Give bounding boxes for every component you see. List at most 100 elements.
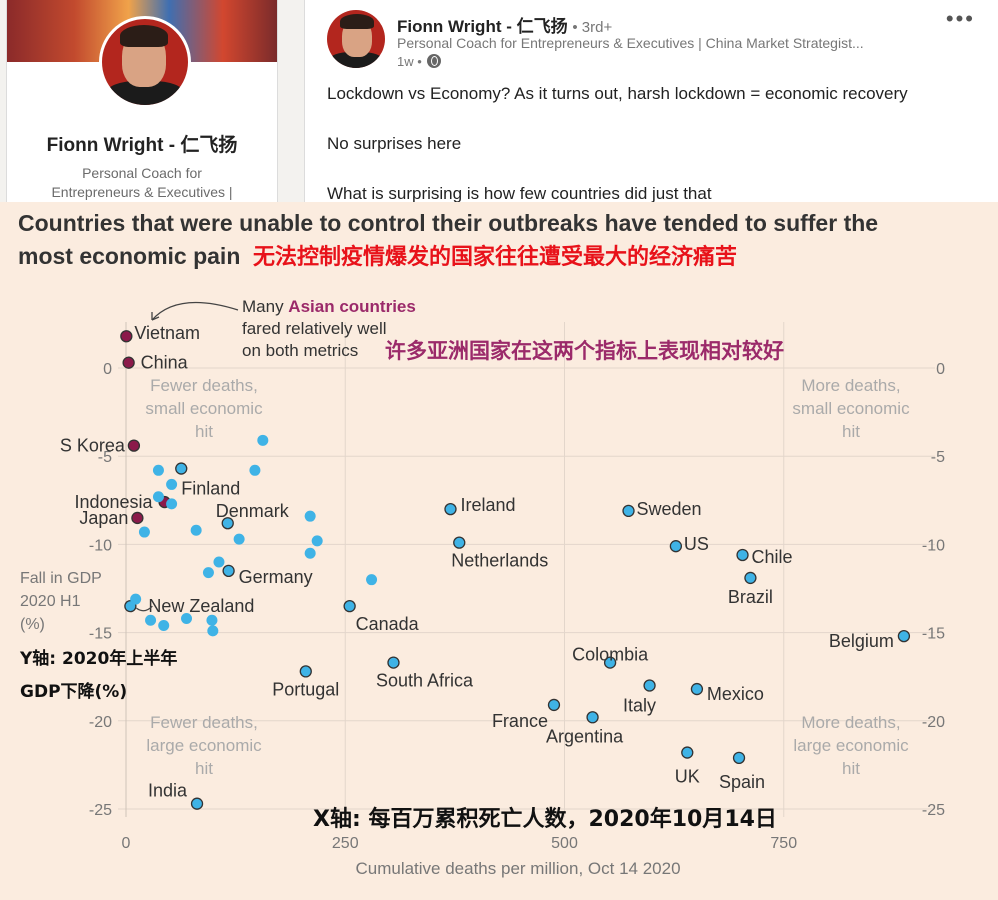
y-tick-label-right: -25 [922,802,945,819]
data-point [669,540,683,553]
post-author-avatar[interactable] [327,10,385,68]
data-label: Belgium [829,631,894,651]
data-point-unlabeled [145,614,157,626]
data-point [744,571,757,585]
data-label: US [684,534,709,554]
data-label: UK [675,767,700,787]
data-label: Colombia [572,645,649,665]
y-axis-label-zh: GDP下降(%) [20,681,127,702]
post-text-line: Lockdown vs Economy? As it turns out, ha… [327,84,908,103]
data-point-unlabeled [366,574,378,586]
data-point-unlabeled [190,524,202,536]
data-point-unlabeled [207,625,219,637]
data-point-unlabeled [152,491,164,503]
y-tick-label: -10 [89,537,112,554]
x-axis-label-zh: X轴: 每百万累积死亡人数，2020年10月14日 [313,806,777,832]
data-point [732,751,746,764]
data-point [690,682,704,696]
data-label: Argentina [546,726,624,746]
y-axis-label-zh: Y轴: 2020年上半年 [19,648,177,669]
x-tick-label: 500 [551,835,578,852]
data-label: Vietnam [134,323,200,343]
chart-title-line2: most economic pain [18,243,240,269]
post-author-headline: Personal Coach for Entrepreneurs & Execu… [397,35,864,51]
data-label: South Africa [376,671,474,691]
post-author-name[interactable]: Fionn Wright - 仁飞扬 [397,17,568,36]
data-label: France [492,711,548,731]
data-label: India [148,781,188,801]
chart-title-zh: 无法控制疫情爆发的国家往往遭受最大的经济痛苦 [253,244,737,270]
label-connector [136,605,153,612]
data-point [127,439,141,452]
profile-card[interactable]: Fionn Wright - 仁飞扬 Personal Coach for En… [6,0,278,206]
data-point-unlabeled [213,556,225,568]
data-point [897,629,911,643]
annotation-highlight: Asian countries [288,297,416,316]
y-axis-label: Fall in GDP 2020 H1 (%) [20,570,102,633]
quadrant-labels: Fewer deaths, small economic hit More de… [145,376,910,778]
data-label: China [141,353,189,373]
data-point-unlabeled [249,464,261,476]
quadrant-label: More deaths, [801,376,900,395]
quadrant-label: hit [842,422,860,441]
data-point [343,599,356,613]
post-time-text: 1w • [397,54,422,69]
x-tick-label: 0 [122,835,131,852]
annotation-text: Many [242,297,288,316]
data-label: Canada [356,614,420,634]
data-point [453,536,466,549]
y-tick-label-right: -10 [922,537,945,554]
annotation-line2: fared relatively well [242,319,387,338]
x-tick-label: 750 [770,835,797,852]
profile-name[interactable]: Fionn Wright - 仁飞扬 [46,135,238,156]
data-point-unlabeled [311,535,323,547]
post-author[interactable]: Fionn Wright - 仁飞扬 • 3rd+ [397,12,612,37]
data-point [444,502,457,516]
y-tick-label: -5 [98,449,112,466]
post-text-line: What is surprising is how few countries … [327,184,712,203]
quadrant-label: More deaths, [801,713,900,732]
data-label: Brazil [728,587,773,607]
globe-icon [427,54,442,68]
data-point-unlabeled [152,464,164,476]
annotation-zh: 许多亚洲国家在这两个指标上表现相对较好 [385,339,784,363]
data-point [175,462,188,475]
quadrant-label: large economic [146,736,262,755]
more-options-icon[interactable]: ••• [945,6,975,31]
data-label: S Korea [60,436,126,456]
data-point [586,711,599,724]
data-point-unlabeled [138,526,150,538]
data-point [299,665,312,678]
data-label: Japan [79,508,128,528]
y-tick-label-right: -20 [922,714,945,731]
data-point [190,797,204,810]
data-label: Netherlands [451,551,548,571]
x-tick-label: 250 [332,835,359,852]
data-points [120,330,911,810]
data-point [736,548,749,562]
quadrant-label: hit [195,759,213,778]
profile-headline-line: Personal Coach for [82,165,202,181]
profile-avatar[interactable] [99,16,191,108]
y-axis-label-line: 2020 H1 [20,593,81,610]
data-point [221,517,234,530]
scatter-chart: Countries that were unable to control th… [18,210,945,878]
data-point [120,330,133,343]
data-label: Germany [239,567,313,587]
data-point [603,656,617,669]
y-tick-label-right: -15 [922,626,945,643]
data-point-unlabeled [166,498,178,510]
y-tick-label-right: -5 [931,449,945,466]
axis-ticks: 0 0 -5 -5 -10 -10 -15 -15 -20 -20 -25 -25 0 250 500 750 [89,361,945,852]
y-tick-label: -20 [89,714,112,731]
annotation-arrowhead [151,312,160,321]
grid [118,322,935,817]
quadrant-label: Fewer deaths, [150,376,258,395]
data-point-unlabeled [181,612,193,624]
data-label: Finland [181,479,240,499]
data-label: Indonesia [75,492,154,512]
y-axis-label-line: (%) [20,616,45,633]
post-image-chart[interactable]: Countries that were unable to control th… [0,202,998,900]
profile-headline: Personal Coach for Entrepreneurs & Execu… [23,164,261,202]
